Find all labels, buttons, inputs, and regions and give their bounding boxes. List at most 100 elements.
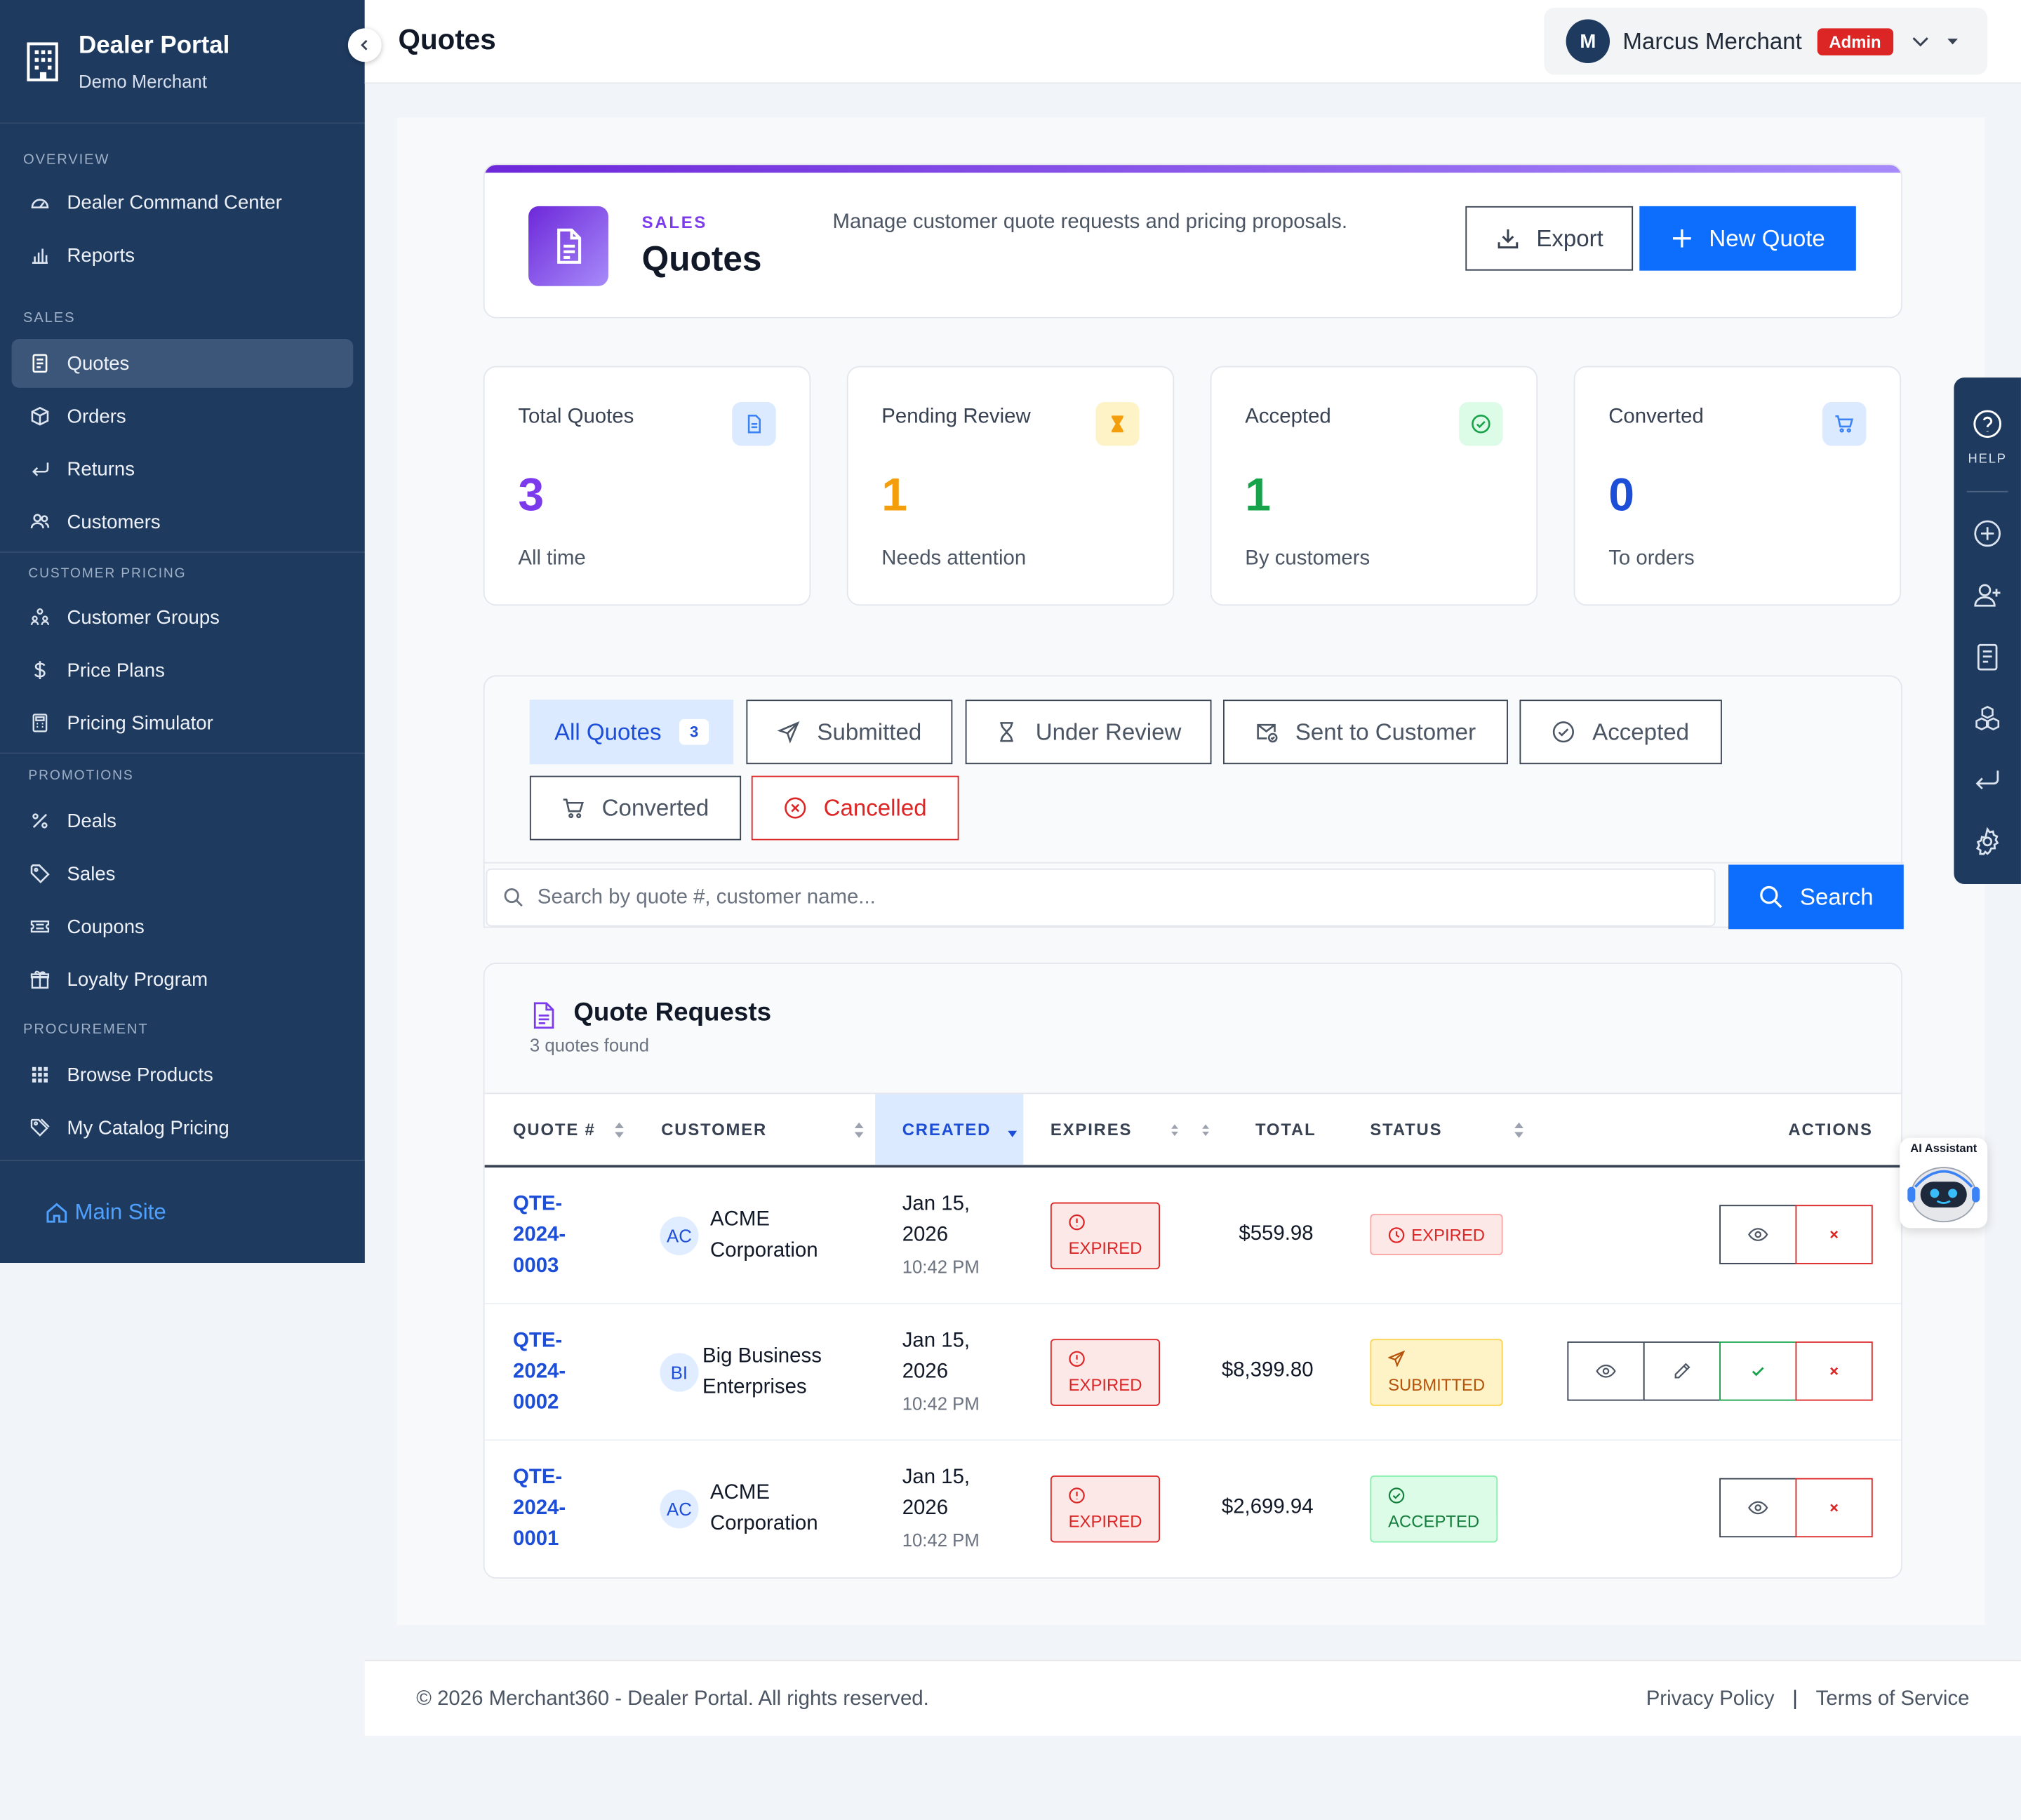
nav-section-procurement: PROCUREMENT [23, 1022, 149, 1038]
sidebar-item-command-center[interactable]: Dealer Command Center [12, 178, 354, 227]
created-date-line: 2026 [902, 1360, 949, 1383]
check-circle-icon [1553, 721, 1575, 743]
new-quote-button[interactable]: New Quote [1639, 206, 1856, 271]
hourglass-icon [1095, 402, 1140, 446]
sort-icon [1514, 1121, 1523, 1137]
tab-converted[interactable]: Converted [529, 775, 742, 841]
customer-name-line: Enterprises [702, 1376, 807, 1398]
sidebar-item-customer-groups[interactable]: Customer Groups [12, 593, 354, 642]
count-badge: 3 [679, 718, 709, 745]
sidebar-item-coupons[interactable]: Coupons [12, 902, 354, 951]
footer-links: Privacy Policy | Terms of Service [1646, 1688, 1970, 1711]
expires-label: EXPIRED [1068, 1238, 1142, 1258]
calculator-icon [32, 714, 48, 732]
send-icon [777, 721, 800, 744]
tab-submitted[interactable]: Submitted [746, 700, 953, 765]
column-created[interactable]: CREATED [875, 1094, 1024, 1165]
sidebar-item-reports[interactable]: Reports [12, 231, 354, 280]
sidebar-item-sales[interactable]: Sales [12, 849, 354, 898]
pencil-icon [1674, 1363, 1690, 1379]
search-button[interactable]: Search [1728, 864, 1904, 930]
sidebar-item-label: Orders [67, 405, 126, 427]
cancel-quote-button[interactable] [1795, 1478, 1873, 1538]
sidebar-item-returns[interactable]: Returns [12, 445, 354, 494]
tab-label: Sent to Customer [1295, 718, 1476, 744]
terms-link[interactable]: Terms of Service [1815, 1688, 1970, 1711]
tab-all-quotes[interactable]: All Quotes 3 [529, 700, 734, 765]
hero-description: Manage customer quote requests and prici… [832, 211, 1347, 234]
quote-number-link[interactable]: QTE- 2024- 0003 [513, 1189, 566, 1282]
sidebar-item-quotes[interactable]: Quotes [11, 339, 354, 388]
sidebar-collapse-button[interactable] [347, 28, 382, 62]
tab-under-review[interactable]: Under Review [965, 700, 1212, 765]
table-title: Quote Requests [573, 998, 772, 1027]
sidebar-item-browse-products[interactable]: Browse Products [12, 1050, 354, 1099]
building-icon [27, 41, 58, 81]
view-button[interactable] [1719, 1478, 1797, 1538]
search-icon [504, 888, 523, 907]
cancel-quote-button[interactable] [1795, 1341, 1873, 1401]
main-site-link[interactable]: Main Site [0, 1160, 365, 1263]
row-actions [1719, 1478, 1873, 1538]
column-quote-number[interactable]: QUOTE # [513, 1094, 625, 1165]
view-button[interactable] [1719, 1205, 1797, 1264]
customer-name: Big Business Enterprises [702, 1341, 822, 1403]
cart-icon [563, 798, 584, 819]
table-subtitle: 3 quotes found [529, 1034, 650, 1056]
stat-card-accepted: Accepted 1 By customers [1210, 366, 1538, 606]
add-user-icon[interactable] [1972, 580, 2003, 611]
sidebar-item-pricing-simulator[interactable]: Pricing Simulator [12, 698, 354, 747]
sidebar-item-label: Customer Groups [67, 606, 220, 629]
privacy-policy-link[interactable]: Privacy Policy [1646, 1688, 1775, 1711]
quote-total: $8,399.80 [1221, 1359, 1314, 1381]
created-date-line: 2026 [902, 1497, 949, 1520]
role-badge: Admin [1817, 27, 1893, 55]
sidebar-item-catalog-pricing[interactable]: My Catalog Pricing [12, 1103, 354, 1152]
status-badge: SUBMITTED [1370, 1339, 1503, 1406]
sidebar-item-customers[interactable]: Customers [12, 497, 354, 547]
user-name: Marcus Merchant [1622, 27, 1802, 54]
tab-cancelled[interactable]: Cancelled [751, 775, 959, 841]
view-button[interactable] [1567, 1341, 1645, 1401]
document-icon [32, 354, 48, 373]
gear-icon[interactable] [1972, 826, 2003, 857]
search-input[interactable] [537, 885, 1672, 909]
customer-name: ACME Corporation [710, 1478, 818, 1540]
quote-number-part: 2024- [513, 1497, 566, 1520]
cancel-quote-button[interactable] [1795, 1205, 1873, 1264]
sidebar-item-price-plans[interactable]: Price Plans [12, 645, 354, 695]
column-customer[interactable]: CUSTOMER [661, 1094, 865, 1165]
tab-accepted[interactable]: Accepted [1519, 700, 1722, 765]
sidebar-item-orders[interactable]: Orders [12, 392, 354, 441]
brand[interactable]: Dealer Portal Demo Merchant [0, 0, 365, 124]
sidebar-item-deals[interactable]: Deals [12, 796, 354, 845]
boxes-icon[interactable] [1972, 704, 2003, 735]
ai-assistant-button[interactable]: AI Assistant [1900, 1137, 1988, 1229]
accent-bar [484, 165, 1902, 173]
stat-card-total: Total Quotes 3 All time [483, 366, 811, 606]
sidebar-item-loyalty[interactable]: Loyalty Program [12, 955, 354, 1004]
approve-button[interactable] [1719, 1341, 1797, 1401]
column-total[interactable]: TOTAL [1255, 1094, 1316, 1165]
tab-sent-to-customer[interactable]: Sent to Customer [1223, 700, 1508, 765]
column-label: STATUS [1370, 1120, 1443, 1139]
expires-badge: EXPIRED [1050, 1339, 1161, 1406]
main-site-label: Main Site [74, 1199, 166, 1224]
column-expires[interactable]: EXPIRES [1050, 1094, 1210, 1165]
plus-circle-icon[interactable] [1972, 518, 2003, 549]
search-field[interactable] [486, 868, 1716, 927]
column-status[interactable]: STATUS [1370, 1094, 1524, 1165]
status-label: SUBMITTED [1388, 1374, 1486, 1395]
document-icon[interactable] [1972, 642, 2003, 673]
export-button[interactable]: Export [1465, 206, 1634, 271]
quote-number-link[interactable]: QTE- 2024- 0001 [513, 1463, 566, 1555]
user-menu[interactable]: M Marcus Merchant Admin [1544, 8, 1988, 75]
created-date: Jan 15, 2026 10:42 PM [902, 1326, 980, 1419]
customer-avatar: AC [660, 1490, 699, 1529]
quote-number-link[interactable]: QTE- 2024- 0002 [513, 1326, 566, 1419]
edit-button[interactable] [1643, 1341, 1721, 1401]
help-icon[interactable] [1972, 408, 2003, 439]
filter-panel: All Quotes 3 Submitted Under Review Sent… [483, 675, 1904, 930]
return-arrow-icon[interactable] [1972, 764, 2003, 795]
return-arrow-icon [32, 462, 49, 476]
